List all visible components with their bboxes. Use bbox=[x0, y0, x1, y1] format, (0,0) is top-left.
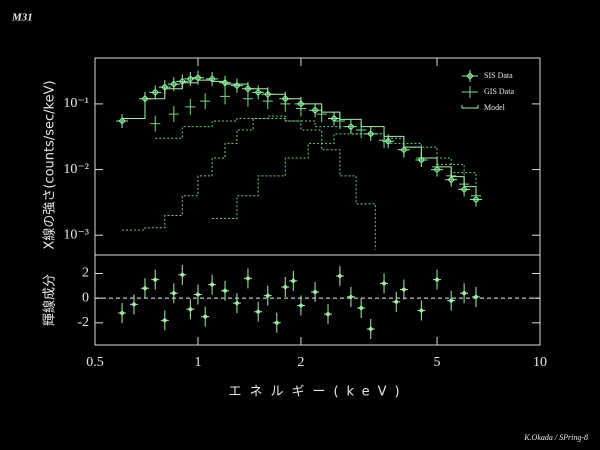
gis-point bbox=[220, 88, 231, 105]
residual-point bbox=[399, 279, 408, 300]
legend-symbol bbox=[462, 70, 478, 82]
residual-point bbox=[254, 301, 263, 322]
sis-point bbox=[364, 126, 377, 141]
sis-point bbox=[116, 113, 129, 128]
y-tick-label: 10⁻² bbox=[63, 162, 89, 177]
residual-frame bbox=[94, 254, 541, 346]
residual-point bbox=[151, 269, 160, 290]
residual-point bbox=[186, 299, 195, 320]
residual-point bbox=[221, 280, 230, 301]
residual-point bbox=[289, 270, 298, 291]
model-component bbox=[212, 133, 465, 219]
residual-point bbox=[118, 302, 127, 323]
residual-point bbox=[193, 284, 202, 305]
residual-point bbox=[472, 286, 481, 307]
model-component bbox=[155, 117, 477, 187]
residual-point bbox=[160, 310, 169, 331]
residual-point bbox=[263, 285, 272, 306]
gis-point bbox=[185, 98, 196, 115]
y-tick-label: 0 bbox=[82, 290, 89, 305]
y-tick-label: 10⁻³ bbox=[63, 227, 89, 242]
y-tick-label: -2 bbox=[77, 315, 89, 330]
residual-point bbox=[232, 293, 241, 314]
residual-point bbox=[243, 268, 252, 289]
residual-point bbox=[208, 274, 217, 295]
gis-point bbox=[200, 93, 211, 110]
y-tick-label: 10⁻¹ bbox=[63, 96, 89, 111]
x-tick-label: 1 bbox=[194, 355, 201, 370]
gis-point bbox=[262, 93, 273, 110]
sis-point bbox=[206, 71, 219, 86]
residual-point bbox=[311, 281, 320, 302]
legend-label: GIS Data bbox=[484, 87, 514, 96]
model-component bbox=[122, 115, 376, 250]
residual-point bbox=[178, 264, 187, 285]
legend-symbol bbox=[461, 105, 479, 109]
sis-point bbox=[328, 111, 341, 126]
x-tick-label: 5 bbox=[434, 355, 441, 370]
residual-point bbox=[392, 291, 401, 312]
residual-point bbox=[281, 277, 290, 298]
residual-point bbox=[417, 300, 426, 321]
residual-point bbox=[380, 273, 389, 294]
residual-point bbox=[169, 283, 178, 304]
gis-point bbox=[242, 90, 253, 107]
sis-point bbox=[230, 78, 243, 93]
residual-point bbox=[447, 290, 456, 311]
sis-point bbox=[184, 71, 197, 86]
residual-point bbox=[272, 312, 281, 333]
y-axis-label: X線の強さ(counts/sec/keV) bbox=[42, 80, 58, 249]
residual-point bbox=[433, 269, 442, 290]
sis-point bbox=[344, 119, 357, 134]
legend-label: SIS Data bbox=[484, 71, 513, 80]
residual-point bbox=[357, 298, 366, 319]
residual-point bbox=[129, 294, 138, 315]
model-line bbox=[122, 79, 477, 196]
x-tick-label: 10 bbox=[533, 355, 547, 370]
residual-point bbox=[335, 265, 344, 286]
gis-point bbox=[150, 115, 161, 132]
x-axis-label: エネルギー(keV) bbox=[228, 385, 407, 400]
x-tick-label: 0.5 bbox=[86, 355, 104, 370]
residual-y-label: 輝線成分 bbox=[42, 274, 58, 326]
credit: K.Okada / SPring-8 bbox=[523, 433, 588, 442]
residual-point bbox=[324, 304, 333, 325]
residual-point bbox=[346, 286, 355, 307]
residual-point bbox=[140, 278, 149, 299]
residual-point bbox=[201, 306, 210, 327]
gis-point bbox=[168, 106, 179, 123]
residual-point bbox=[366, 318, 375, 339]
sis-point bbox=[149, 85, 162, 100]
legend-symbol bbox=[462, 86, 478, 98]
page-title: M31 bbox=[11, 12, 33, 24]
legend-label: Model bbox=[484, 103, 506, 112]
y-tick-label: 2 bbox=[82, 266, 89, 281]
x-tick-label: 2 bbox=[297, 355, 304, 370]
residual-point bbox=[460, 283, 469, 304]
sis-point bbox=[252, 85, 265, 100]
sis-point bbox=[309, 103, 322, 118]
residual-point bbox=[296, 295, 305, 316]
